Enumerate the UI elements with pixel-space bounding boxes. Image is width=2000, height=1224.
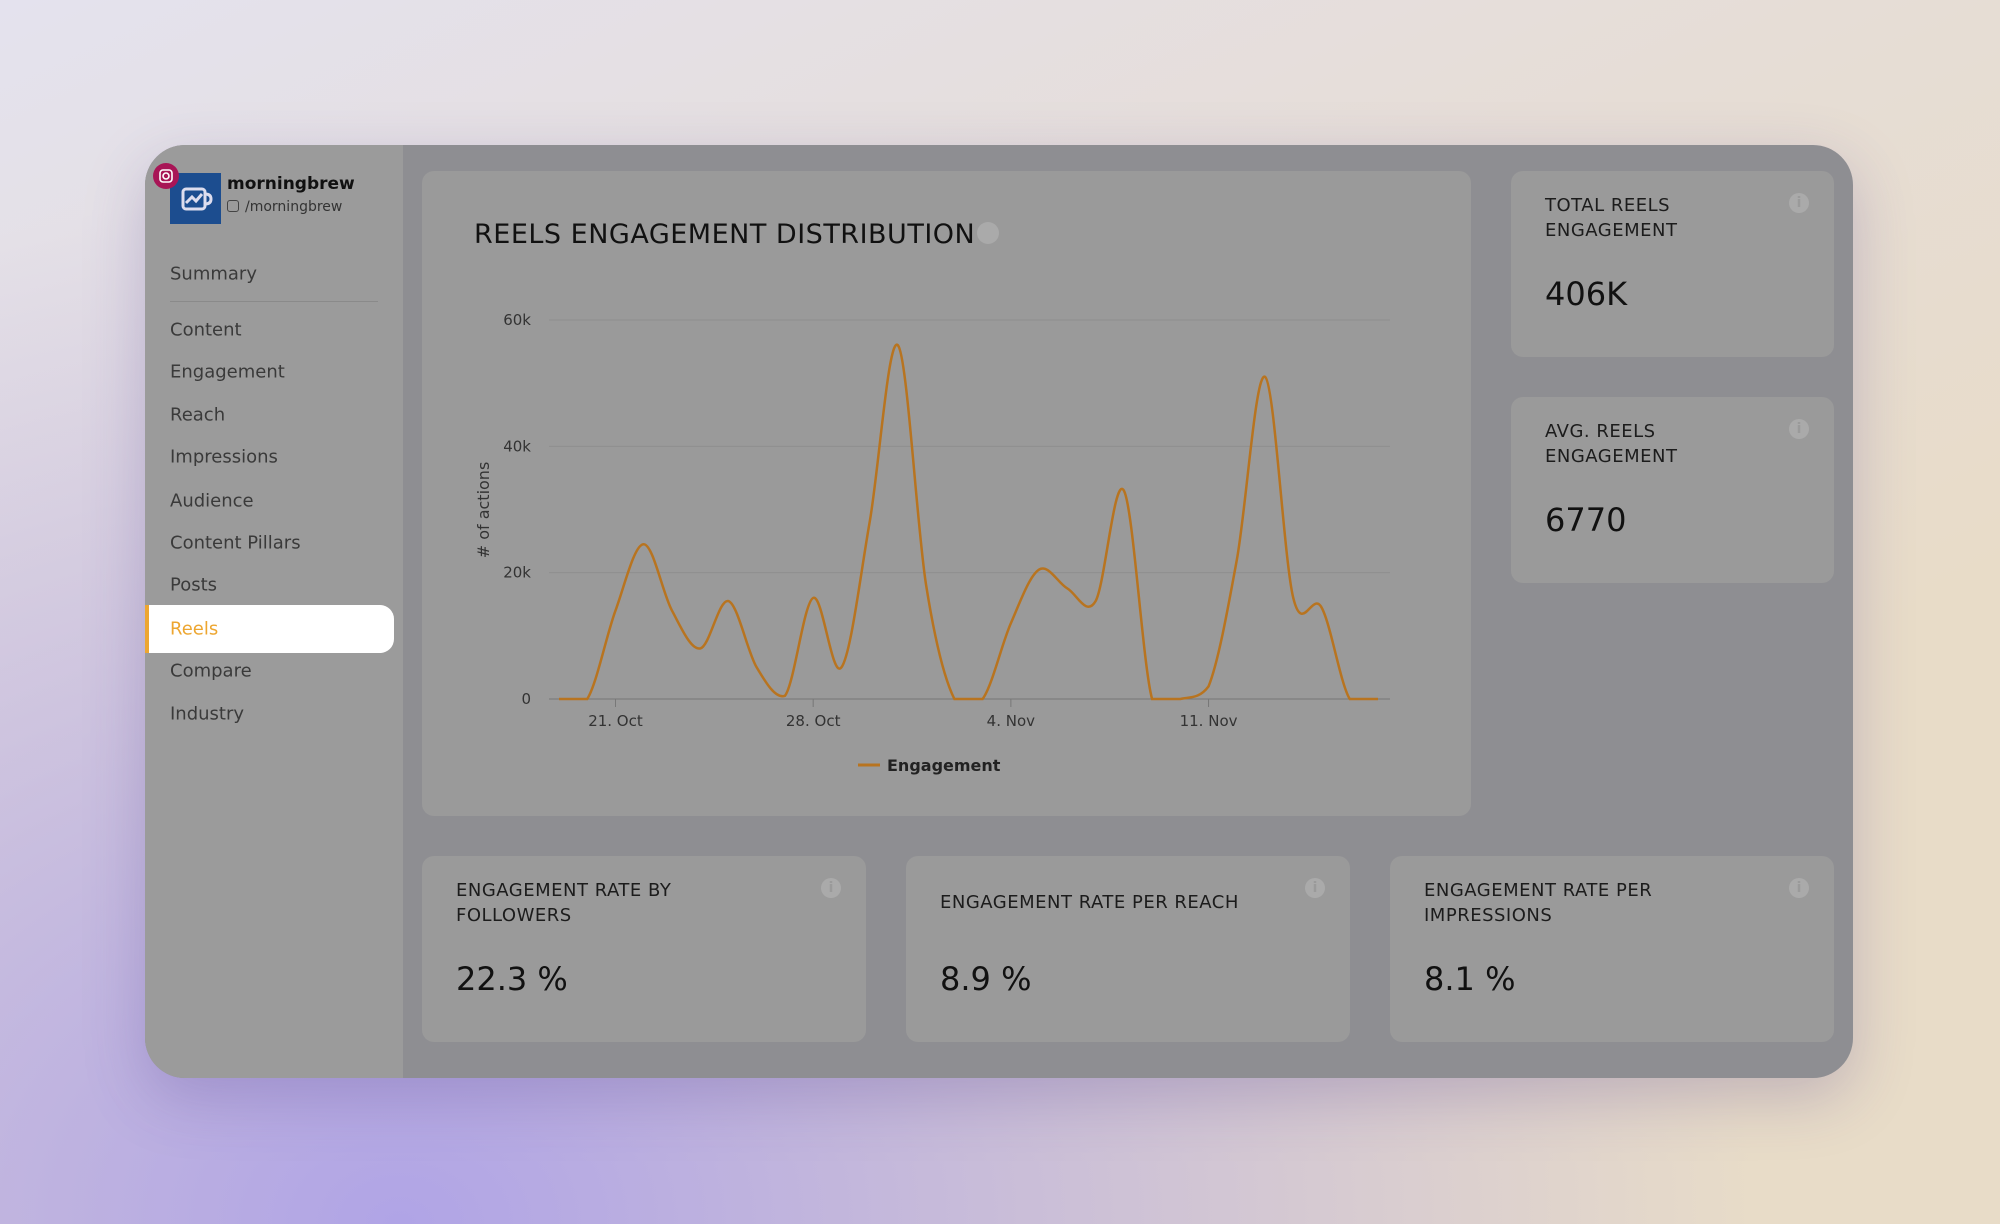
nav-item[interactable]: Reach [170,404,226,426]
y-tick-label: 60k [503,311,531,329]
divider [170,301,378,302]
info-icon[interactable]: i [1789,878,1809,898]
info-icon [977,222,999,244]
card-label: ENGAGEMENT RATE PER IMPRESSIONS [1424,880,1653,926]
info-icon[interactable]: i [821,878,841,898]
profile-handle-row: /morningbrew [227,199,342,215]
legend-label: Engagement [887,756,1001,775]
active-highlight [145,605,394,653]
nav-item[interactable]: Posts [170,574,218,596]
chart-title: REELS ENGAGEMENT DISTRIBUTION [474,219,975,250]
handle-icon [227,200,239,212]
avatar-icon [181,187,213,211]
y-tick-label: 0 [521,690,531,708]
avatar [170,173,221,224]
profile-handle: /morningbrew [245,199,343,215]
y-axis-label: # of actions [474,462,493,559]
stat-card: ENGAGEMENT RATE BY FOLLOWERS 22.3 % i [422,856,866,1042]
chart-card: REELS ENGAGEMENT DISTRIBUTION # of action… [422,171,1471,816]
app-window: morningbrew /morningbrew Summary Content E… [145,145,1853,1078]
card-value: 8.1 % [1424,960,1516,998]
stat-card: ENGAGEMENT RATE PER IMPRESSIONS 8.1 % i [1390,856,1834,1042]
nav-item[interactable]: Content Pillars [170,532,301,554]
x-tick-label: 11. Nov [1180,712,1238,730]
nav-item[interactable]: Reels [170,618,219,640]
x-tick-label: 21. Oct [588,712,643,730]
nav-item[interactable]: Impressions [170,446,278,468]
y-tick-label: 40k [503,437,531,455]
stat-card: ENGAGEMENT RATE PER REACH 8.9 % i [906,856,1350,1042]
card-value: 22.3 % [456,960,568,998]
instagram-badge [153,163,179,189]
sidebar: morningbrew /morningbrew Summary Content E… [145,145,403,1078]
nav-item[interactable]: Compare [170,660,252,682]
x-tick-label: 28. Oct [786,712,841,730]
card-label: ENGAGEMENT RATE PER REACH [940,892,1239,913]
nav-item[interactable]: Industry [170,703,245,725]
stat-card: TOTAL REELS ENGAGEMENT 406K i [1511,171,1834,357]
chart: REELS ENGAGEMENT DISTRIBUTION # of action… [474,219,1390,775]
card-label: AVG. REELS ENGAGEMENT [1545,421,1678,467]
card-label: TOTAL REELS ENGAGEMENT [1545,195,1678,241]
profile-name: morningbrew [227,174,355,194]
y-tick-label: 20k [503,564,531,582]
nav-item[interactable]: Engagement [170,361,285,383]
card-label: ENGAGEMENT RATE BY FOLLOWERS [456,880,672,926]
info-icon[interactable]: i [1789,193,1809,213]
nav-item[interactable]: Content [170,319,242,341]
info-icon[interactable]: i [1305,878,1325,898]
instagram-icon [159,169,173,183]
card-value: 8.9 % [940,960,1032,998]
series-line [559,343,1378,701]
stat-card: AVG. REELS ENGAGEMENT 6770 i [1511,397,1834,583]
x-tick-label: 4. Nov [987,712,1035,730]
nav-item[interactable]: Summary [170,263,257,285]
card-value: 6770 [1545,501,1627,539]
nav-item[interactable]: Audience [170,490,254,512]
info-icon[interactable]: i [1789,419,1809,439]
card-value: 406K [1545,275,1628,313]
